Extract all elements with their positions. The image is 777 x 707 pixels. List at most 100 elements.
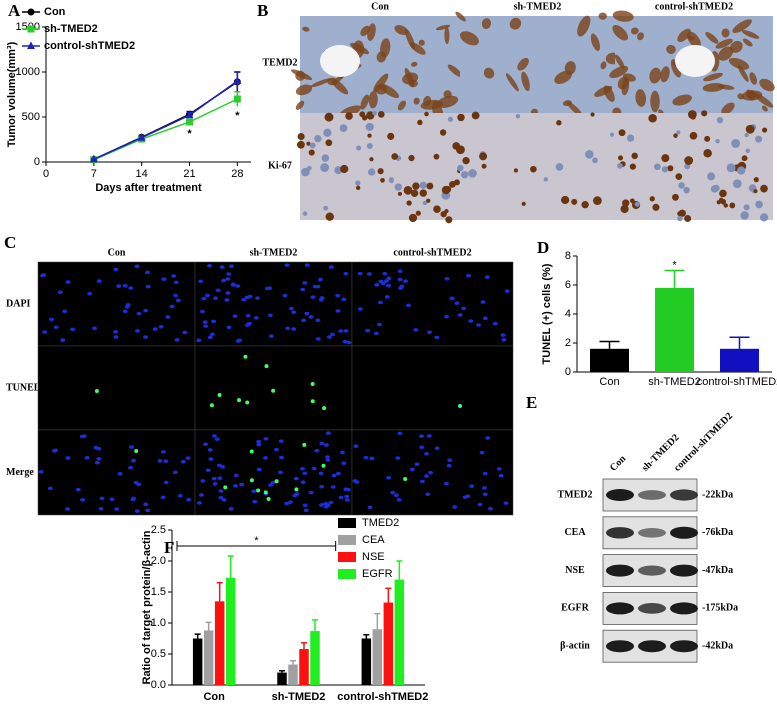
legend-label: TMED2 xyxy=(362,517,399,529)
lumen xyxy=(675,45,715,77)
stain xyxy=(561,195,570,205)
stain xyxy=(761,105,768,112)
stain xyxy=(649,196,655,202)
size-label: -76kDa xyxy=(702,527,733,538)
column-label: Con xyxy=(108,247,126,258)
stain xyxy=(660,66,670,83)
x-tick-label: control-shTMED2 xyxy=(337,691,428,703)
x-tick-label: 14 xyxy=(136,168,148,180)
nucleus xyxy=(449,296,455,301)
nucleus xyxy=(446,463,452,468)
nucleus xyxy=(130,458,136,463)
tunel-spot xyxy=(134,449,139,454)
stain xyxy=(667,165,674,172)
stain xyxy=(759,78,775,92)
y-tick-label: 0.5 xyxy=(151,648,166,660)
row-label: DAPI xyxy=(6,298,31,309)
stain xyxy=(729,202,736,209)
nucleus xyxy=(282,293,288,298)
nucleus xyxy=(158,324,164,329)
nucleus xyxy=(143,335,149,339)
nucleus xyxy=(311,466,317,471)
nucleus xyxy=(114,507,120,511)
stain xyxy=(295,100,305,110)
stain xyxy=(609,65,629,79)
nucleus xyxy=(75,487,81,492)
y-axis-label: Ratio of target protein/β-actin xyxy=(141,530,153,684)
nucleus xyxy=(330,485,336,489)
nucleus xyxy=(468,319,474,323)
error-bar xyxy=(301,642,307,650)
x-tick-label: 28 xyxy=(231,168,243,180)
legend-swatch xyxy=(338,535,356,545)
stain xyxy=(678,182,685,189)
nucleus xyxy=(217,476,223,481)
fluorescence-image xyxy=(37,429,196,516)
stain xyxy=(716,117,724,124)
stain xyxy=(295,84,313,96)
nucleus xyxy=(172,470,178,475)
y-tick-label: 2.0 xyxy=(151,555,166,567)
nucleus xyxy=(484,275,490,279)
bar xyxy=(192,638,203,685)
nucleus xyxy=(344,494,350,499)
stain xyxy=(701,110,708,117)
tunel-spot xyxy=(403,477,408,482)
nucleus xyxy=(152,327,158,331)
nucleus xyxy=(256,467,262,472)
stain xyxy=(426,198,431,203)
x-tick-label: sh-TMED2 xyxy=(272,691,326,703)
nucleus xyxy=(113,267,119,272)
nucleus xyxy=(212,482,218,486)
y-tick-label: 8 xyxy=(565,250,571,262)
nucleus xyxy=(65,280,71,284)
nucleus xyxy=(175,298,181,303)
x-tick-label: Con xyxy=(203,691,225,703)
stain xyxy=(521,201,526,206)
stain xyxy=(444,185,452,193)
nucleus xyxy=(369,456,375,461)
stain xyxy=(661,154,670,163)
stain xyxy=(684,214,692,222)
bar xyxy=(720,348,759,372)
nucleus xyxy=(230,282,236,287)
nucleus xyxy=(268,483,274,487)
nucleus xyxy=(136,482,142,487)
size-label: -42kDa xyxy=(702,640,733,651)
stain xyxy=(413,97,420,105)
blot-band xyxy=(606,527,634,539)
nucleus xyxy=(207,335,213,340)
stain xyxy=(710,185,719,193)
nucleus xyxy=(99,496,105,501)
nucleus xyxy=(80,498,86,502)
row-label: NSE xyxy=(565,565,585,576)
stain xyxy=(623,73,636,82)
blot-band xyxy=(606,602,634,615)
y-tick-label: 1.5 xyxy=(151,586,166,598)
nucleus xyxy=(310,295,316,299)
nucleus xyxy=(403,279,409,283)
stain xyxy=(670,58,682,78)
blot-band xyxy=(670,640,698,653)
stain xyxy=(726,163,736,173)
stain xyxy=(630,198,635,204)
tunel-spot xyxy=(245,400,250,405)
stain xyxy=(683,186,690,194)
nucleus xyxy=(215,288,221,293)
stain xyxy=(415,210,421,216)
blot-band xyxy=(670,564,698,577)
y-tick-label: 2 xyxy=(565,337,571,349)
nucleus xyxy=(207,448,213,452)
nucleus xyxy=(291,310,297,315)
stain xyxy=(612,10,634,22)
nucleus xyxy=(315,318,321,323)
stain xyxy=(309,142,316,149)
y-tick-label: 1000 xyxy=(16,66,40,78)
nucleus xyxy=(42,330,48,334)
nucleus xyxy=(145,508,151,513)
nucleus xyxy=(393,493,399,498)
annotation: * xyxy=(235,110,240,122)
nucleus xyxy=(501,338,507,342)
nucleus xyxy=(308,315,314,319)
